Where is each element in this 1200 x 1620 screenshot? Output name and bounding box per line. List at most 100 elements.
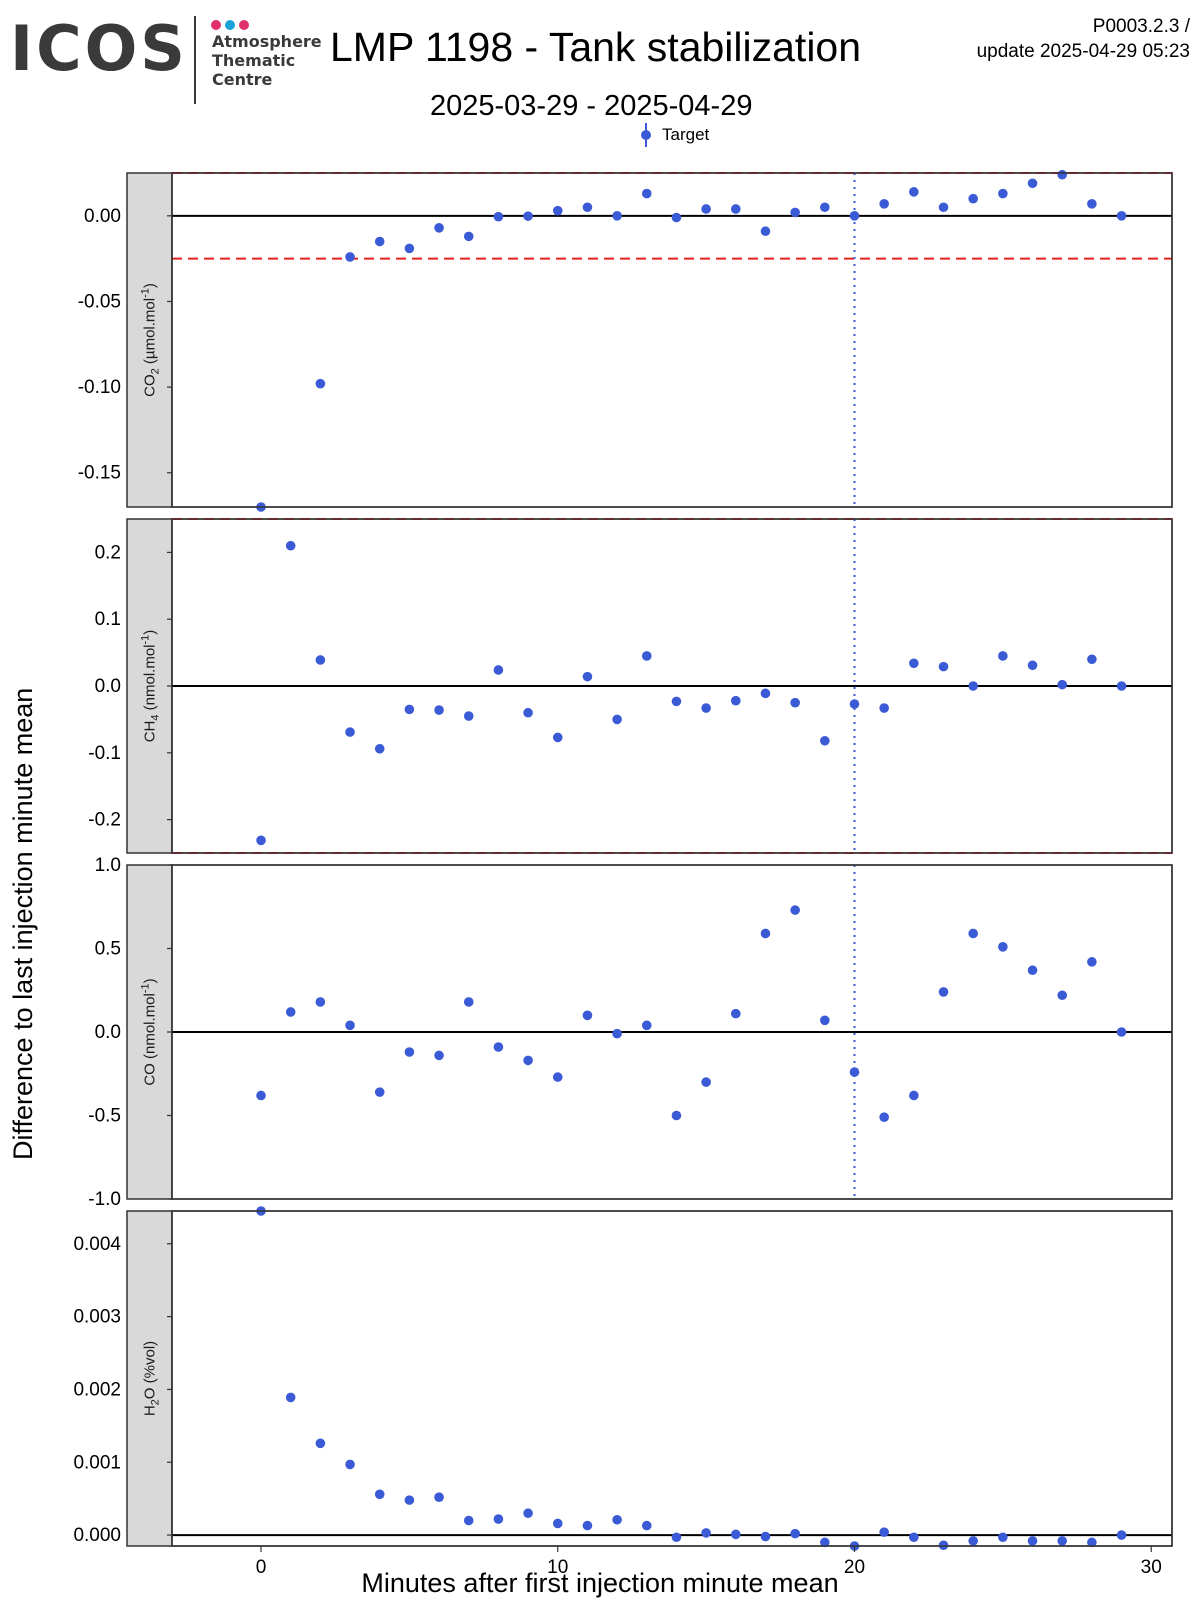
data-point <box>1027 1536 1038 1546</box>
logo-sub-line: Centre <box>212 70 273 89</box>
data-point <box>998 651 1008 661</box>
data-point <box>404 1047 415 1057</box>
data-point <box>1087 199 1097 209</box>
data-point <box>493 1042 504 1052</box>
data-point <box>730 204 741 214</box>
logo-dot <box>211 20 221 30</box>
data-point <box>730 1008 741 1019</box>
data-point <box>493 211 504 222</box>
y-tick-label: 0.0 <box>95 1022 121 1043</box>
data-point <box>909 658 919 669</box>
data-point <box>701 204 711 214</box>
data-point <box>434 705 444 715</box>
data-point <box>641 1020 652 1031</box>
x-tick-label: 30 <box>1141 1557 1162 1578</box>
y-tick-label: -0.15 <box>78 463 121 484</box>
data-point <box>671 212 682 223</box>
data-point <box>1057 990 1068 1001</box>
data-point <box>849 211 860 221</box>
data-point <box>404 1495 415 1505</box>
data-point <box>582 1520 593 1531</box>
facet-strip-label: CO (nmol.mol-1) <box>140 978 159 1085</box>
chart-title: LMP 1198 - Tank stabilization <box>330 24 862 70</box>
legend-point-icon <box>640 122 652 148</box>
data-point <box>552 1518 563 1529</box>
data-point <box>909 1532 919 1543</box>
data-point <box>523 211 533 221</box>
data-point <box>374 743 385 754</box>
y-tick-label: 0.5 <box>95 939 121 960</box>
data-point <box>463 1515 474 1526</box>
data-point <box>701 1528 711 1538</box>
logo-dots-icon <box>211 17 253 30</box>
data-point <box>909 1090 919 1101</box>
panel-border <box>171 518 1173 854</box>
facet-strip <box>126 864 173 1200</box>
data-point <box>790 207 800 218</box>
y-tick-label: 0.004 <box>73 1234 121 1255</box>
facet-strip <box>126 1210 173 1547</box>
data-point <box>790 1528 800 1539</box>
data-point <box>345 1459 355 1470</box>
logo-subtitle: Atmosphere Thematic Centre <box>212 32 322 89</box>
data-point <box>552 732 563 743</box>
data-point <box>968 681 978 691</box>
data-point <box>493 1514 504 1524</box>
data-point <box>879 1112 889 1122</box>
data-point <box>285 540 296 551</box>
version-code: P0003.2.3 / <box>1092 16 1190 37</box>
data-point <box>909 187 919 197</box>
panel-border <box>171 864 1173 1200</box>
version-info: P0003.2.3 / update 2025-04-29 05:23 <box>977 14 1190 64</box>
data-point <box>463 231 474 242</box>
data-point <box>1087 1537 1097 1548</box>
y-tick-label: -0.1 <box>88 743 121 764</box>
data-point <box>998 188 1008 199</box>
data-point <box>1116 211 1127 221</box>
data-point <box>760 226 771 237</box>
panel-border <box>171 172 1173 508</box>
y-axis-title: Difference to last injection minute mean <box>8 687 38 1160</box>
y-tick-label: 0.001 <box>73 1452 121 1473</box>
data-point <box>820 735 830 746</box>
data-point <box>1027 965 1038 976</box>
update-timestamp: update 2025-04-29 05:23 <box>976 41 1190 62</box>
y-tick-label: 0.2 <box>95 542 121 563</box>
data-point <box>641 1520 652 1531</box>
data-point <box>998 1532 1008 1543</box>
data-point <box>463 997 474 1007</box>
data-point <box>1057 679 1068 690</box>
data-point <box>552 1072 563 1082</box>
data-point <box>938 202 949 213</box>
data-point <box>641 188 652 199</box>
data-point <box>879 1527 889 1537</box>
y-tick-label: 0.003 <box>73 1307 121 1328</box>
legend-label: Target <box>662 125 710 144</box>
data-point <box>345 252 355 262</box>
data-point <box>879 199 889 209</box>
data-point <box>285 1392 296 1403</box>
data-point <box>820 1537 830 1548</box>
y-tick-label: 0.000 <box>73 1525 121 1546</box>
data-point <box>760 1531 771 1542</box>
data-point <box>1087 957 1097 967</box>
chart-header: ICOS Atmosphere Thematic Centre LMP 1198… <box>0 0 1200 150</box>
data-point <box>790 697 800 708</box>
data-point <box>641 651 652 661</box>
data-point <box>315 1438 326 1449</box>
logo-dot <box>239 20 249 30</box>
data-point <box>1116 1027 1127 1037</box>
x-axis-title: Minutes after first injection minute mea… <box>361 1568 839 1598</box>
data-point <box>1027 660 1038 671</box>
data-point <box>701 1077 711 1087</box>
data-point <box>582 671 593 682</box>
data-point <box>374 1489 385 1500</box>
y-tick-label: -0.05 <box>78 291 121 312</box>
data-point <box>374 1087 385 1097</box>
data-point <box>1116 1530 1127 1540</box>
data-point <box>552 205 563 216</box>
data-point <box>998 942 1008 952</box>
data-point <box>760 688 771 699</box>
data-point <box>256 1090 266 1101</box>
